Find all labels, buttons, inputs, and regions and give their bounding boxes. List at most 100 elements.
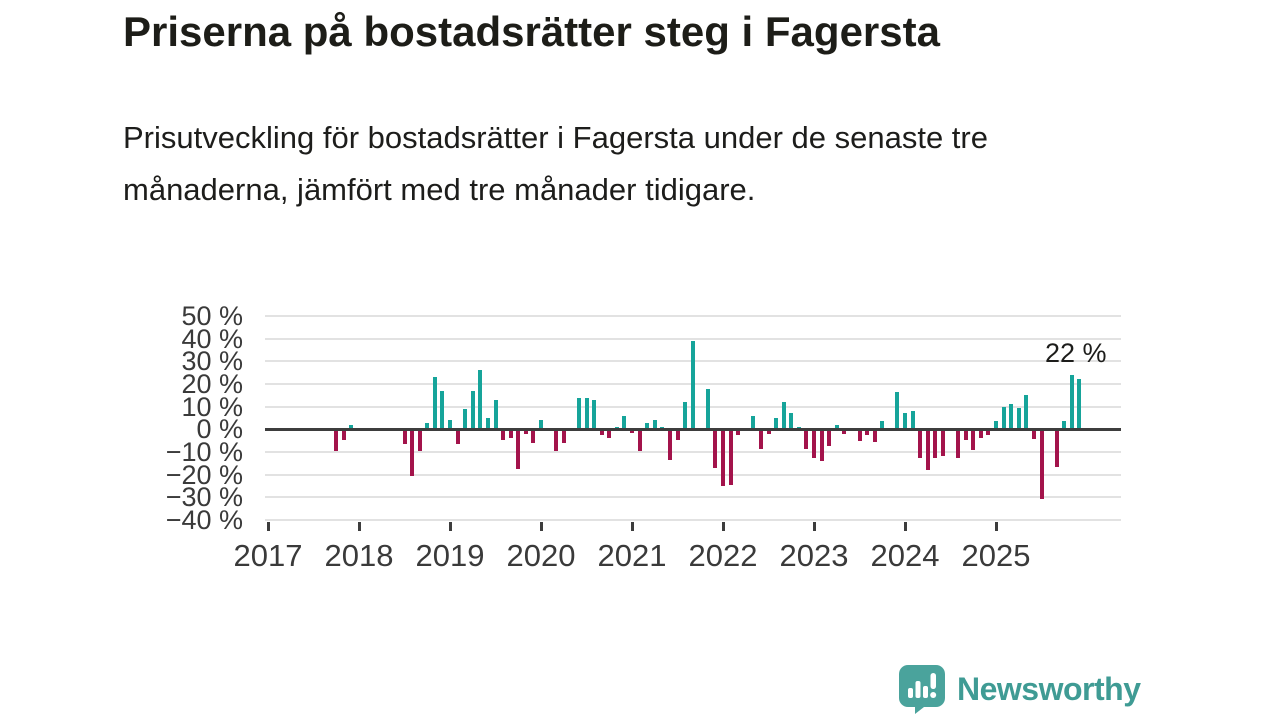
bar-negative bbox=[561, 430, 566, 444]
brand-wordmark: Newsworthy bbox=[957, 670, 1141, 707]
bar-negative bbox=[341, 430, 346, 440]
gridline bbox=[265, 519, 1121, 521]
bar-positive bbox=[1024, 395, 1029, 430]
bar-negative bbox=[410, 430, 415, 477]
gridline bbox=[265, 473, 1121, 476]
bar-positive bbox=[789, 413, 794, 430]
bar-positive bbox=[652, 420, 657, 430]
bar-negative bbox=[713, 430, 718, 469]
bar-negative bbox=[827, 430, 832, 446]
bar-positive bbox=[432, 377, 437, 430]
page-title: Priserna på bostadsrätter steg i Fagerst… bbox=[123, 8, 940, 55]
bar-negative bbox=[501, 430, 506, 440]
bar-positive bbox=[683, 402, 688, 430]
x-axis-tick-label: 2018 bbox=[324, 538, 394, 573]
bar-positive bbox=[1077, 379, 1082, 430]
bar-negative bbox=[1039, 430, 1044, 499]
bar-positive bbox=[994, 421, 998, 430]
bar-positive bbox=[622, 415, 627, 430]
bar-negative bbox=[334, 430, 339, 452]
zero-axis-line bbox=[265, 427, 1121, 431]
bar-negative bbox=[812, 430, 816, 459]
bar-chart: 50 % 40 % 30 % 20 % 10 % 0 % −10 % −20 % −30 % −4… bbox=[165, 301, 1121, 573]
y-axis-tick-label: 20 % bbox=[181, 369, 243, 399]
bar-positive bbox=[576, 397, 581, 430]
x-axis-tick-label: 2020 bbox=[506, 538, 576, 573]
x-axis-tick-label: 2017 bbox=[233, 538, 303, 573]
x-axis-tick bbox=[721, 522, 725, 531]
bar-negative bbox=[857, 430, 862, 442]
x-axis-tick bbox=[994, 522, 998, 531]
y-axis-tick-label: 10 % bbox=[181, 391, 243, 422]
bar-positive bbox=[690, 340, 695, 430]
bar-positive bbox=[1001, 406, 1006, 430]
bar-negative bbox=[455, 430, 460, 445]
y-axis-tick-label: 50 % bbox=[181, 301, 243, 331]
bar-negative bbox=[865, 430, 870, 436]
bar-positive bbox=[705, 388, 710, 430]
bar-negative bbox=[1054, 430, 1059, 468]
bar-negative bbox=[523, 430, 528, 435]
x-axis-tick-label: 2019 bbox=[415, 538, 485, 573]
y-axis-tick-label: 40 % bbox=[181, 323, 243, 354]
gridline bbox=[265, 337, 1121, 340]
bar-positive bbox=[425, 422, 430, 430]
bar-positive bbox=[895, 391, 900, 430]
bar-positive bbox=[751, 415, 756, 430]
bar-negative bbox=[721, 430, 725, 487]
bar-negative bbox=[978, 430, 983, 438]
bar-negative bbox=[554, 430, 559, 452]
bar-positive bbox=[349, 424, 354, 430]
bar-positive bbox=[1009, 404, 1014, 430]
y-axis-tick-label: 0 % bbox=[196, 414, 243, 445]
bar-positive bbox=[1016, 407, 1021, 430]
bar-negative bbox=[963, 430, 968, 440]
y-axis-tick-label: 30 % bbox=[181, 346, 243, 377]
bar-negative bbox=[637, 430, 642, 452]
y-axis-tick-label: −30 % bbox=[165, 482, 243, 513]
x-axis-tick bbox=[448, 522, 452, 531]
y-axis-tick-label: −40 % bbox=[165, 505, 243, 535]
bar-negative bbox=[971, 430, 976, 451]
x-axis-tick-label: 2025 bbox=[961, 538, 1031, 573]
bar-negative bbox=[872, 430, 877, 443]
gridline bbox=[265, 315, 1121, 317]
bar-negative bbox=[728, 430, 733, 486]
bar-positive bbox=[493, 399, 498, 430]
bar-positive bbox=[774, 418, 779, 430]
bar-negative bbox=[933, 430, 938, 459]
bar-negative bbox=[956, 430, 961, 459]
bar-positive bbox=[539, 420, 543, 430]
y-axis-tick-label: −10 % bbox=[165, 437, 243, 467]
bar-negative bbox=[819, 430, 824, 462]
bar-positive bbox=[1062, 421, 1067, 430]
x-axis-tick bbox=[630, 522, 634, 531]
bar-positive bbox=[440, 390, 445, 430]
bar-negative bbox=[758, 430, 763, 449]
gridline bbox=[265, 496, 1121, 499]
brand-logo: Newsworthy bbox=[898, 664, 1141, 714]
bar-negative bbox=[1031, 430, 1036, 439]
bar-positive bbox=[910, 411, 915, 430]
bar-negative bbox=[804, 430, 809, 449]
bar-negative bbox=[630, 430, 634, 434]
last-value-annotation: 22 % bbox=[1045, 338, 1107, 368]
bar-negative bbox=[531, 430, 536, 444]
y-axis-tick-label: −20 % bbox=[165, 459, 243, 490]
bar-positive bbox=[834, 425, 839, 430]
gridline bbox=[265, 451, 1121, 453]
x-axis-tick bbox=[539, 522, 543, 531]
bar-negative bbox=[925, 430, 930, 471]
bar-negative bbox=[402, 430, 407, 445]
bar-positive bbox=[645, 422, 650, 430]
bar-negative bbox=[417, 430, 422, 452]
x-axis-tick bbox=[266, 522, 270, 531]
bar-positive bbox=[1069, 374, 1074, 430]
x-axis-tick bbox=[357, 522, 361, 531]
x-axis-tick bbox=[812, 522, 816, 531]
bar-positive bbox=[781, 402, 786, 430]
bar-positive bbox=[584, 397, 589, 430]
x-axis-tick-label: 2024 bbox=[870, 538, 940, 573]
bar-positive bbox=[903, 413, 907, 430]
bar-positive bbox=[880, 421, 885, 430]
